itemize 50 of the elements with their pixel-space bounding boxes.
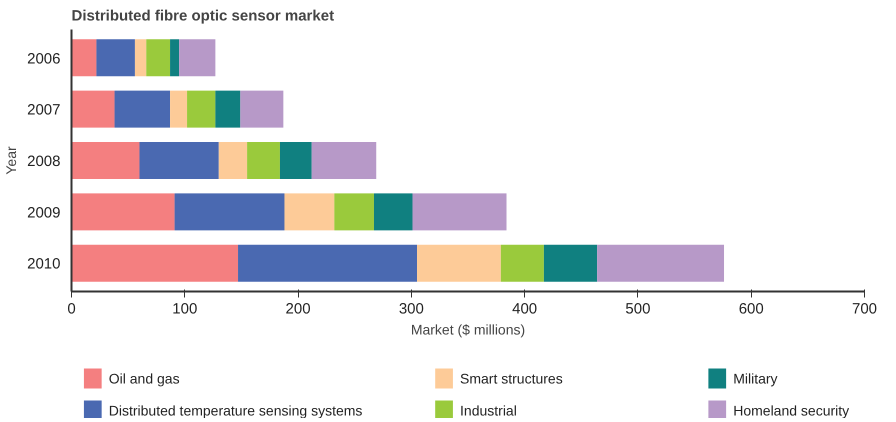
bar xyxy=(247,142,280,179)
bar xyxy=(72,90,115,128)
bar xyxy=(179,39,216,76)
bar xyxy=(500,244,544,282)
bar xyxy=(96,39,135,76)
bar xyxy=(544,244,598,282)
bar xyxy=(114,90,170,128)
bar xyxy=(134,39,146,76)
x-tick-label: 100 xyxy=(172,300,198,318)
bar xyxy=(597,244,724,282)
bar xyxy=(170,39,180,76)
bar xyxy=(280,142,312,179)
chart-title: Distributed fibre optic sensor market xyxy=(72,8,334,24)
legend-label: Military xyxy=(733,370,778,386)
x-tick-label: 200 xyxy=(286,300,311,318)
bar xyxy=(238,244,418,282)
bar xyxy=(170,90,188,128)
x-tick-label: 700 xyxy=(852,300,878,318)
x-tick-label: 500 xyxy=(625,300,650,318)
bar xyxy=(72,193,175,230)
bar xyxy=(146,39,170,76)
y-tick-label: 2007 xyxy=(27,102,61,119)
bar xyxy=(218,142,248,179)
bar xyxy=(412,193,507,230)
bar xyxy=(139,142,219,179)
bar xyxy=(284,193,334,230)
y-tick-label: 2009 xyxy=(27,204,61,222)
x-tick-label: 300 xyxy=(398,300,424,318)
y-tick-label: 2008 xyxy=(27,153,61,170)
y-axis-title: Year xyxy=(3,146,20,175)
bar xyxy=(215,90,240,128)
x-tick-label: 600 xyxy=(738,300,764,318)
bar xyxy=(72,244,238,282)
y-tick-label: 2010 xyxy=(27,256,61,273)
bar xyxy=(312,142,376,179)
bar xyxy=(240,90,284,128)
x-tick-label: 0 xyxy=(67,300,76,318)
legend-label: Industrial xyxy=(460,402,517,418)
bar xyxy=(174,193,284,230)
x-tick-label: 400 xyxy=(512,300,538,318)
legend-label: Smart structures xyxy=(460,370,563,386)
y-tick-label: 2006 xyxy=(27,50,61,68)
bar xyxy=(72,142,140,179)
bar xyxy=(187,90,216,128)
bar xyxy=(72,39,96,76)
bar xyxy=(334,193,374,230)
legend-label: Oil and gas xyxy=(108,370,180,386)
bar xyxy=(417,244,501,282)
bar xyxy=(374,193,412,230)
x-axis-title: Market ($ millions) xyxy=(410,322,526,338)
